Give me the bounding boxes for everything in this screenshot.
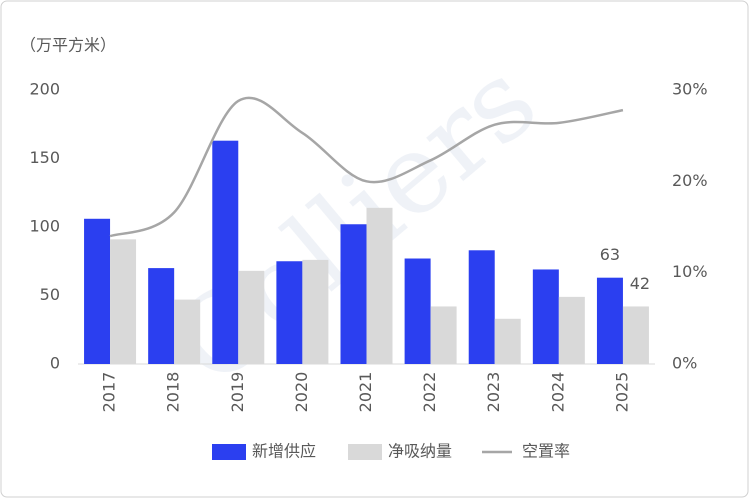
bar <box>302 259 329 364</box>
y-tick-label: 50 <box>40 285 60 304</box>
x-tick-label: 2018 <box>164 372 183 413</box>
bar <box>494 318 521 364</box>
legend-swatch <box>212 444 246 460</box>
bar <box>84 218 111 364</box>
bar <box>596 277 623 364</box>
bar <box>340 224 367 364</box>
y-tick-label: 0 <box>50 354 60 373</box>
x-tick-label: 2019 <box>228 372 247 413</box>
bar <box>366 207 393 364</box>
bar <box>430 306 457 364</box>
y2-tick-label: 10% <box>672 262 708 281</box>
x-tick-label: 2023 <box>484 372 503 413</box>
bar <box>110 239 137 364</box>
x-tick-label: 2022 <box>420 372 439 413</box>
bar <box>238 270 265 364</box>
y2-tick-label: 30% <box>672 80 708 99</box>
bar <box>148 268 175 364</box>
y2-tick-label: 20% <box>672 171 708 190</box>
x-tick-label: 2021 <box>356 372 375 413</box>
legend-label: 新增供应 <box>252 442 316 461</box>
x-tick-label: 2017 <box>100 372 119 413</box>
y-axis-label: （万平方米） <box>20 36 116 55</box>
line <box>109 96 624 238</box>
data-label: 42 <box>630 274 650 293</box>
legend-label: 净吸纳量 <box>388 442 452 461</box>
bar <box>532 269 559 364</box>
x-tick-label: 2024 <box>548 372 567 413</box>
bar <box>212 140 239 364</box>
legend-label: 空置率 <box>522 442 570 461</box>
x-tick-label: 2025 <box>612 372 631 413</box>
legend-swatch <box>348 444 382 460</box>
bar <box>174 299 201 364</box>
y-tick-label: 100 <box>29 217 60 236</box>
data-label: 63 <box>600 245 620 264</box>
bar <box>468 250 495 364</box>
y2-tick-label: 0% <box>672 354 697 373</box>
x-tick-label: 2020 <box>292 372 311 413</box>
bar <box>558 296 585 364</box>
bar <box>276 261 303 364</box>
y-tick-label: 150 <box>29 148 60 167</box>
y-tick-label: 200 <box>29 80 60 99</box>
bar <box>404 258 431 364</box>
bar <box>622 306 649 364</box>
